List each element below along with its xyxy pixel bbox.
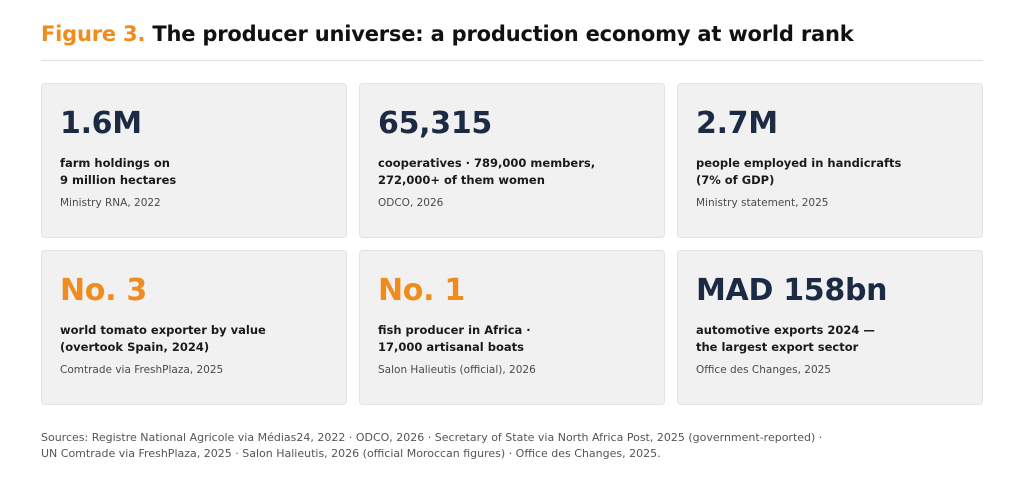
stat-card-fish-producer: No. 1 fish producer in Africa · 17,000 a… <box>359 250 665 405</box>
stats-grid: 1.6M farm holdings on 9 million hectares… <box>41 83 983 405</box>
stat-source: Ministry statement, 2025 <box>696 197 829 209</box>
stat-description: fish producer in Africa · 17,000 artisan… <box>378 323 531 354</box>
figure-title-text: The producer universe: a production econ… <box>152 22 854 46</box>
stat-source: Salon Halieutis (official), 2026 <box>378 364 536 376</box>
figure-label: Figure 3. <box>41 22 146 46</box>
stat-card-handicrafts: 2.7M people employed in handicrafts (7% … <box>677 83 983 238</box>
stat-source: Comtrade via FreshPlaza, 2025 <box>60 364 224 376</box>
stat-description: world tomato exporter by value (overtook… <box>60 323 266 354</box>
title-divider <box>41 60 983 61</box>
stat-description: farm holdings on 9 million hectares <box>60 156 177 187</box>
stat-source: ODCO, 2026 <box>378 197 444 209</box>
stat-source: Ministry RNA, 2022 <box>60 197 161 209</box>
stat-source: Office des Changes, 2025 <box>696 364 831 376</box>
stat-card-tomato-exporter: No. 3 world tomato exporter by value (ov… <box>41 250 347 405</box>
sources-line: UN Comtrade via FreshPlaza, 2025 · Salon… <box>41 447 661 460</box>
stat-description: automotive exports 2024 — the largest ex… <box>696 323 875 354</box>
stat-description: people employed in handicrafts (7% of GD… <box>696 156 902 187</box>
stat-value: 1.6M <box>60 106 142 141</box>
stat-value: MAD 158bn <box>696 273 888 308</box>
sources-line: Sources: Registre National Agricole via … <box>41 431 823 444</box>
stat-card-automotive-exports: MAD 158bn automotive exports 2024 — the … <box>677 250 983 405</box>
stat-card-farm-holdings: 1.6M farm holdings on 9 million hectares… <box>41 83 347 238</box>
sources-note: Sources: Registre National Agricole via … <box>41 430 1001 462</box>
stat-card-cooperatives: 65,315 cooperatives · 789,000 members, 2… <box>359 83 665 238</box>
stat-value: No. 3 <box>60 273 147 308</box>
stat-description: cooperatives · 789,000 members, 272,000+… <box>378 156 596 187</box>
stat-value: 2.7M <box>696 106 778 141</box>
stat-value: 65,315 <box>378 106 492 141</box>
stat-value: No. 1 <box>378 273 465 308</box>
figure-title: Figure 3. The producer universe: a produ… <box>41 22 854 46</box>
